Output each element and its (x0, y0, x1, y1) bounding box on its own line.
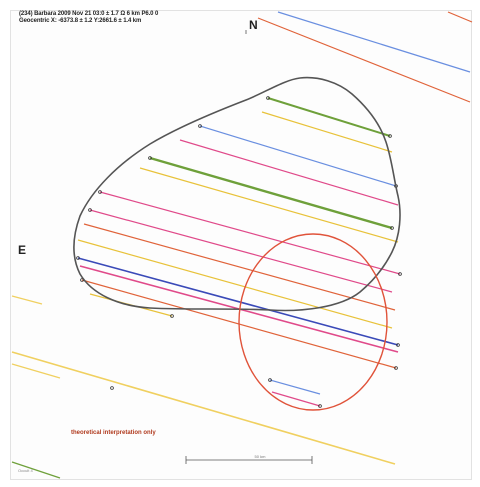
chord-endpoint (170, 314, 174, 318)
chord-line (11, 295, 43, 305)
chord-endpoint (268, 378, 272, 382)
chord-endpoint (198, 124, 202, 128)
chord-line (269, 379, 321, 395)
chord-endpoint (398, 272, 402, 276)
chord-endpoint (396, 343, 400, 347)
chord-line (199, 125, 397, 187)
chord-line (261, 111, 393, 153)
chord-line (447, 11, 473, 23)
chord-line (77, 257, 399, 346)
scale-bar (185, 456, 313, 464)
chord-endpoint (148, 156, 152, 160)
chord-line (11, 363, 61, 379)
chord-endpoint (98, 190, 102, 194)
chord-endpoint (318, 404, 322, 408)
chord-endpoint (266, 96, 270, 100)
chord-endpoint (394, 366, 398, 370)
chord-line (179, 139, 399, 206)
asteroid-profile (73, 76, 401, 312)
chord-line (11, 351, 396, 465)
chord-endpoint (390, 226, 394, 230)
chord-line (83, 223, 396, 311)
north-label: N (249, 18, 258, 32)
chord-line (267, 97, 391, 137)
chord-line (77, 239, 393, 329)
interpretation-note: theoretical interpretation only (71, 430, 156, 436)
chord-line (99, 191, 401, 275)
chord-endpoints (76, 96, 402, 408)
chord-line (257, 17, 471, 103)
chord-endpoint (110, 386, 114, 390)
credit-label: Occult 4 (18, 468, 33, 473)
east-label: E (18, 243, 27, 257)
chord-line (11, 461, 61, 479)
chord-endpoint (88, 208, 92, 212)
chord-line (271, 391, 321, 407)
chord-endpoint (76, 256, 80, 260)
chord-line (89, 209, 393, 293)
chord-endpoint (388, 134, 392, 138)
header-line-2: Geocentric X: -6373.8 ± 1.2 Y:2661.6 ± 1… (19, 18, 142, 24)
chord-line (139, 167, 399, 243)
scale-label: 50 km (254, 454, 266, 459)
chords (11, 11, 473, 479)
chord-line (149, 156, 393, 230)
alternate-ellipse (238, 233, 388, 411)
chord-line (277, 11, 471, 73)
header-line-1: (234) Barbara 2009 Nov 21 03:0 ± 1.7 Ω 6… (19, 11, 159, 17)
